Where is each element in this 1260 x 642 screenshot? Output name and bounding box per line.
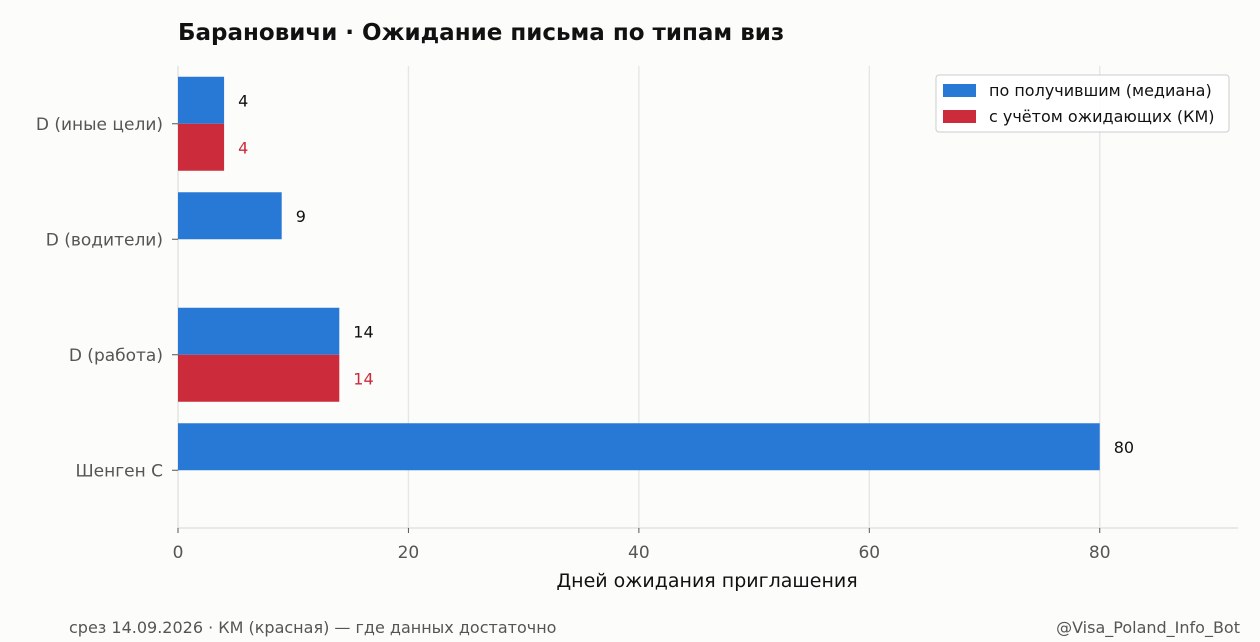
bar-value-label: 4 xyxy=(238,138,248,157)
legend-label-median: по получившим (медиана) xyxy=(989,81,1212,100)
legend-label-km: с учётом ожидающих (КМ) xyxy=(989,107,1215,126)
x-axis-label: Дней ожидания приглашения xyxy=(556,570,857,592)
y-ticks: D (иные цели) D (водители) D (работа) Шенге… xyxy=(36,115,178,481)
bar-value-label: 9 xyxy=(296,207,306,226)
y-tick-label: Шенген С xyxy=(75,461,163,481)
bar-value-label: 80 xyxy=(1114,438,1134,457)
bar-km xyxy=(178,354,340,402)
legend-swatch-km xyxy=(943,110,976,123)
y-tick-label: D (водители) xyxy=(46,230,163,250)
chart-title: Барановичи · Ожидание письма по типам ви… xyxy=(178,20,784,46)
bar-median xyxy=(178,423,1100,471)
x-tick-label: 20 xyxy=(398,543,420,563)
bar-km xyxy=(178,123,225,171)
bar-median xyxy=(178,192,282,240)
bar-value-label: 14 xyxy=(353,322,373,341)
x-ticks: 0 20 40 60 80 xyxy=(173,528,1111,563)
y-tick-label: D (иные цели) xyxy=(36,115,163,135)
legend-swatch-median xyxy=(943,84,976,97)
value-labels: 4 4 9 14 14 80 xyxy=(238,91,1134,457)
bars xyxy=(178,76,1100,471)
bar-median xyxy=(178,307,340,355)
y-tick-label: D (работа) xyxy=(69,346,163,366)
bar-median xyxy=(178,76,225,124)
bar-value-label: 14 xyxy=(353,369,373,388)
x-tick-label: 80 xyxy=(1089,543,1111,563)
x-tick-label: 40 xyxy=(628,543,650,563)
bar-value-label: 4 xyxy=(238,91,248,110)
footer-credit: @Visa_Poland_Info_Bot xyxy=(1056,618,1240,637)
footer-note: срез 14.09.2026 · КМ (красная) — где дан… xyxy=(69,618,557,637)
legend: по получившим (медиана) с учётом ожидающ… xyxy=(935,74,1230,133)
legend-box xyxy=(935,74,1230,133)
x-tick-label: 60 xyxy=(858,543,880,563)
x-tick-label: 0 xyxy=(173,543,184,563)
